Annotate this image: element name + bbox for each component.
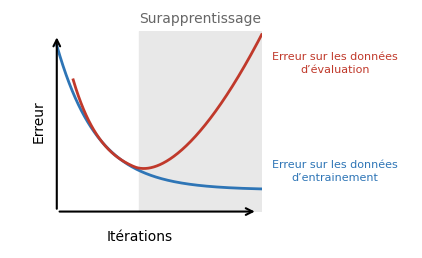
Text: Erreur sur les données
d’évaluation: Erreur sur les données d’évaluation <box>272 52 398 75</box>
Text: Erreur: Erreur <box>32 100 46 143</box>
Bar <box>139 31 262 212</box>
Text: Erreur sur les données
d’entrainement: Erreur sur les données d’entrainement <box>272 160 398 183</box>
Text: Surapprentissage: Surapprentissage <box>139 12 261 26</box>
Text: Itérations: Itérations <box>106 230 172 244</box>
